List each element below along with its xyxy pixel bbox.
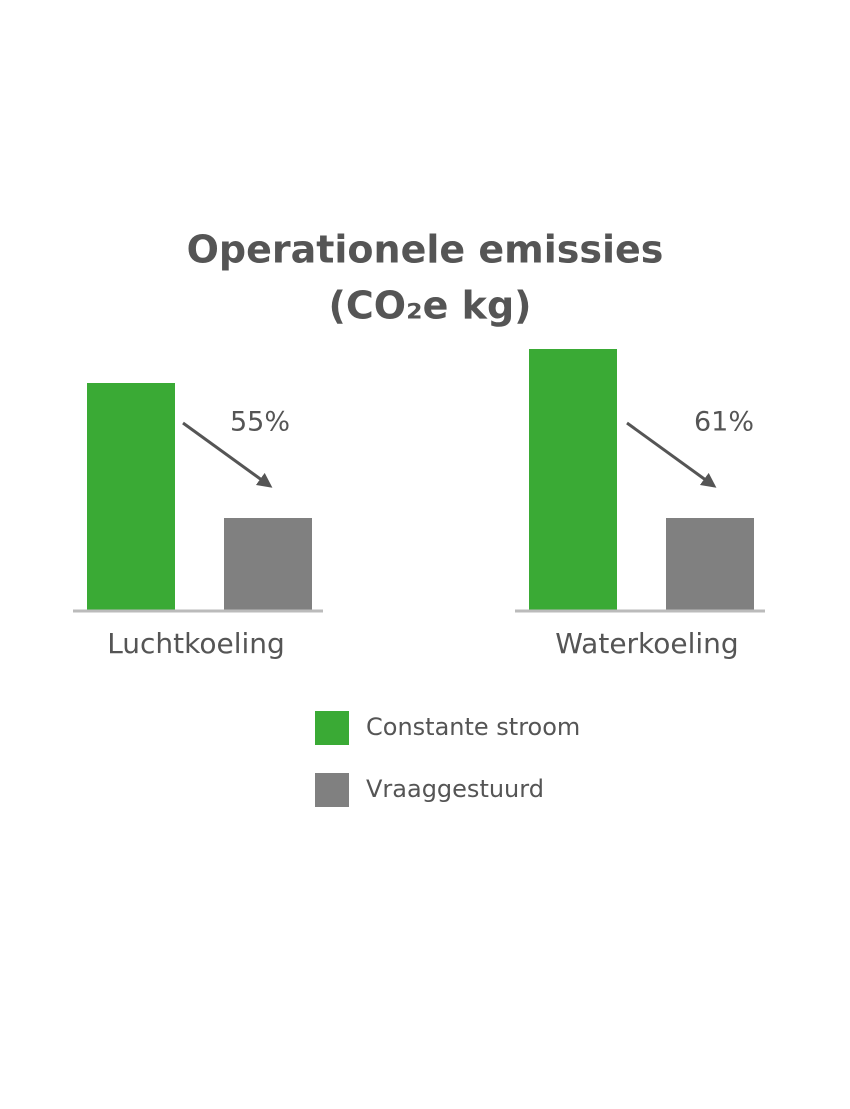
annotation: 55% [230,407,290,438]
x-tick-label: Waterkoeling [555,627,738,660]
legend-label: Vraaggestuurd [366,775,544,803]
annotation: 61% [694,407,754,438]
legend-label: Constante stroom [366,713,580,741]
legend-swatch [315,773,349,807]
bar [87,383,175,610]
annotation-arrow [182,421,273,488]
bar [666,518,754,610]
legend-swatch [315,711,349,745]
chart-title: (CO₂e kg) [328,284,531,328]
annotation-arrow [626,421,717,488]
x-tick-label: Luchtkoeling [107,627,285,660]
bar [529,349,617,610]
bar [224,518,312,610]
chart-title: Operationele emissies [187,228,664,272]
